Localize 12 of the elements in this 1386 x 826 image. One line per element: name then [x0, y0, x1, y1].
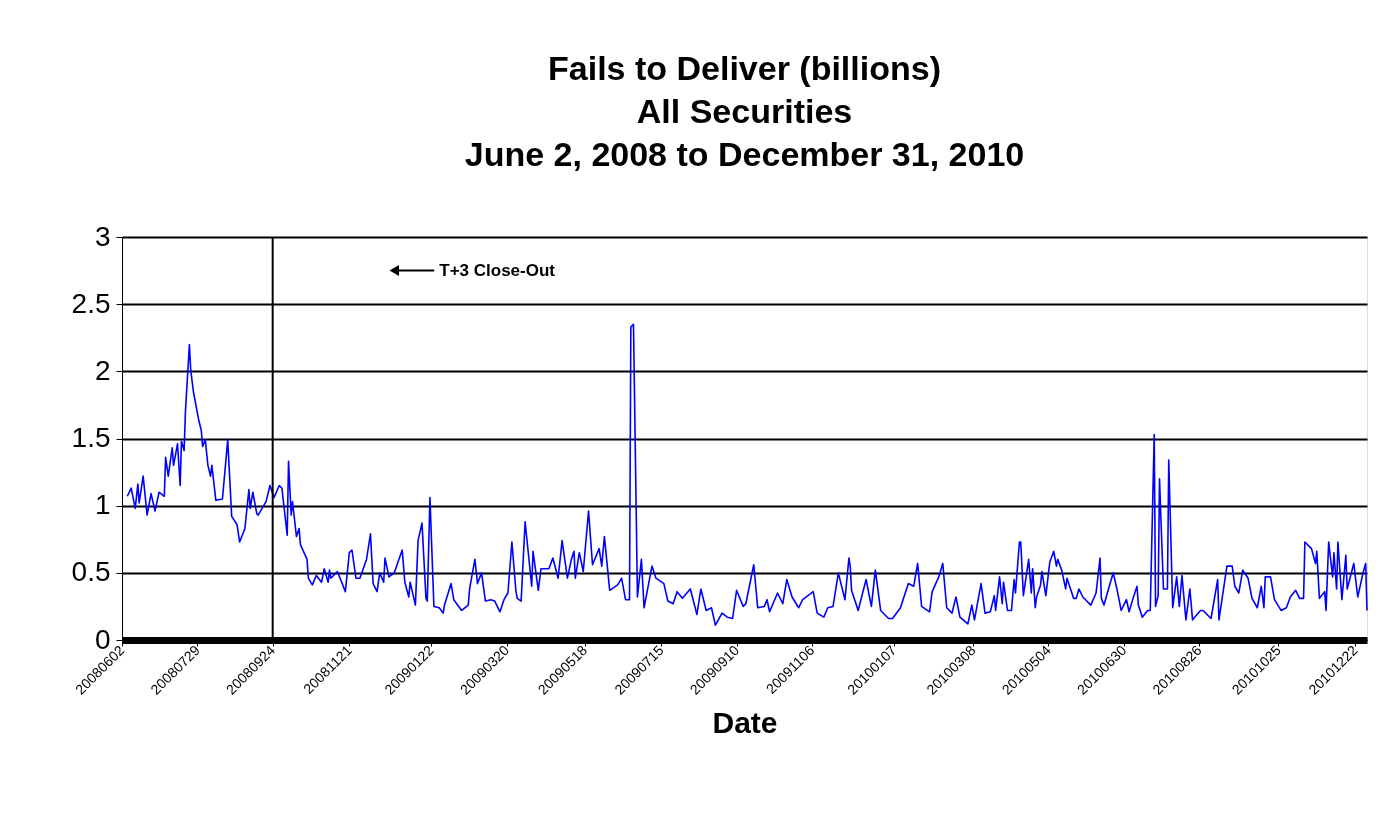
line-series [126, 323, 1368, 627]
y-tick-label: 3 [94, 220, 111, 252]
y-tick-label: 1 [94, 489, 111, 521]
y-tick-label: 2 [94, 354, 111, 386]
y-tick-label: 1.5 [71, 422, 111, 453]
text: June 2, 2008 to December 31, 2010 [464, 135, 1025, 173]
y-tick-label: 2.5 [71, 287, 111, 319]
text: Fails to Deliver (billions) [548, 49, 941, 87]
annotation: T+3 Close-Out [439, 260, 556, 280]
y-tick-label: 0.5 [71, 556, 111, 588]
x-axis-title: Date [712, 706, 778, 740]
text: All Securities [636, 92, 853, 130]
